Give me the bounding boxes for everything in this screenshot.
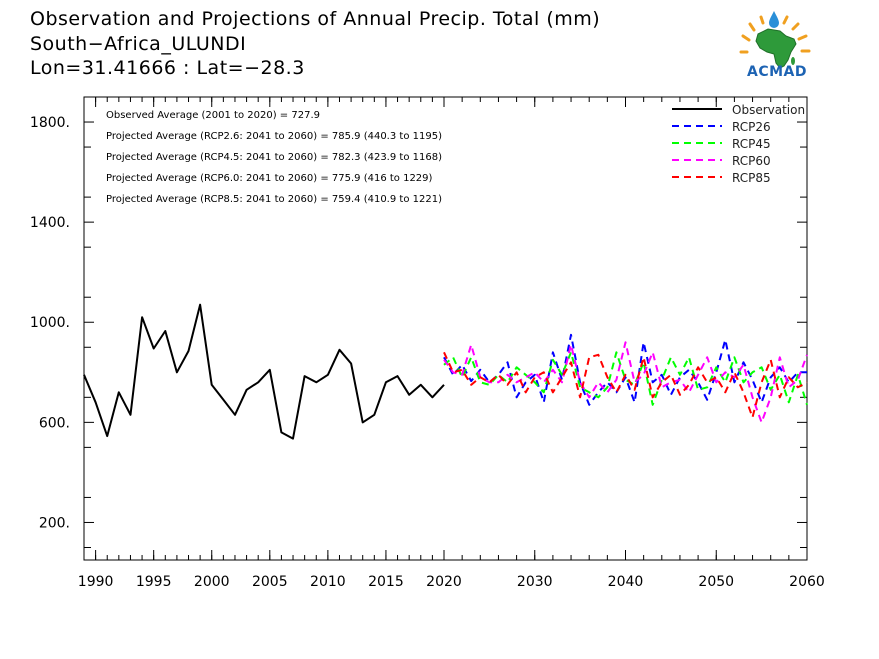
x-tick-label: 2020 xyxy=(426,574,462,590)
acmad-africa-logo-icon xyxy=(739,11,811,69)
x-tick-label: 2000 xyxy=(194,574,230,590)
title-line-1: Observation and Projections of Annual Pr… xyxy=(30,8,601,30)
acmad-logo: ACMAD xyxy=(738,8,816,84)
y-tick-label: 200. xyxy=(39,515,70,531)
x-tick-label: 2015 xyxy=(368,574,404,590)
title-line-3: Lon=31.41666 : Lat=−28.3 xyxy=(30,57,305,79)
x-tick-label: 2010 xyxy=(310,574,346,590)
legend-label: RCP26 xyxy=(732,120,771,134)
legend: Observation RCP26 RCP45 RCP60 RCP85 xyxy=(672,103,805,185)
x-tick-label: 2060 xyxy=(789,574,825,590)
x-tick-label: 1990 xyxy=(78,574,114,590)
y-tick-label: 600. xyxy=(39,415,70,431)
series-lines xyxy=(83,303,808,440)
y-tick-label: 1800. xyxy=(30,115,70,131)
annotation-line: Projected Average (RCP8.5: 2041 to 2060)… xyxy=(106,194,442,205)
legend-label: Observation xyxy=(732,103,805,117)
annotation-line: Observed Average (2001 to 2020) = 727.9 xyxy=(106,110,320,121)
series-line-rcp60 xyxy=(443,341,808,424)
series-line-rcp26 xyxy=(443,333,807,406)
x-tick-label: 2005 xyxy=(252,574,288,590)
x-tick-label: 2030 xyxy=(517,574,553,590)
x-tick-label: 2050 xyxy=(698,574,734,590)
legend-label: RCP45 xyxy=(732,137,771,151)
axes: 200. 600. 1000. 1400. 1800. 1990 1995 2000 2005 2… xyxy=(30,96,825,590)
x-tick-label: 1995 xyxy=(136,574,172,590)
annotation-line: Projected Average (RCP2.6: 2041 to 2060)… xyxy=(106,131,442,142)
title-line-2: South−Africa_ULUNDI xyxy=(30,33,247,55)
logo-text: ACMAD xyxy=(747,64,807,80)
y-tick-label: 1400. xyxy=(30,215,70,231)
series-line-rcp45 xyxy=(443,351,808,406)
legend-label: RCP60 xyxy=(732,154,771,168)
x-tick-label: 2040 xyxy=(608,574,644,590)
plot-frame xyxy=(83,96,808,561)
annotations: Observed Average (2001 to 2020) = 727.9 P… xyxy=(106,110,442,205)
legend-label: RCP85 xyxy=(732,171,771,185)
annotation-line: Projected Average (RCP4.5: 2041 to 2060)… xyxy=(106,152,442,163)
series-line-rcp85 xyxy=(443,351,808,419)
y-tick-label: 1000. xyxy=(30,315,70,331)
series-line-observation xyxy=(83,303,445,440)
annotation-line: Projected Average (RCP6.0: 2041 to 2060)… xyxy=(106,173,433,184)
